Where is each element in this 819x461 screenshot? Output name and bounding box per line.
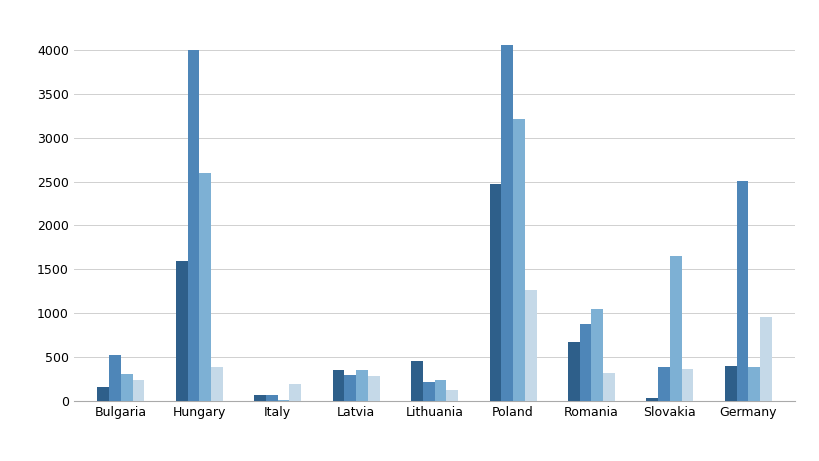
Bar (645, 397, 658, 401)
Bar (188, 50, 199, 401)
Bar (265, 395, 278, 401)
Bar (355, 370, 368, 401)
Bar (199, 173, 210, 401)
Bar (109, 355, 120, 401)
Bar (120, 374, 133, 401)
Bar (434, 380, 446, 401)
Bar (724, 366, 735, 401)
Bar (133, 380, 144, 401)
Bar (368, 376, 379, 401)
Bar (590, 309, 603, 401)
Bar (423, 382, 434, 401)
Bar (289, 384, 301, 401)
Bar (524, 290, 536, 401)
Bar (446, 390, 458, 401)
Bar (254, 395, 265, 401)
Bar (513, 119, 524, 401)
Bar (748, 367, 759, 401)
Bar (759, 317, 771, 401)
Bar (500, 45, 513, 401)
Bar (410, 361, 423, 401)
Bar (278, 400, 289, 401)
Bar (579, 324, 590, 401)
Bar (97, 387, 109, 401)
Bar (344, 375, 355, 401)
Bar (681, 369, 693, 401)
Bar (210, 367, 223, 401)
Bar (489, 184, 500, 401)
Bar (735, 181, 748, 401)
Bar (175, 260, 188, 401)
Bar (669, 256, 681, 401)
Bar (658, 367, 669, 401)
Bar (603, 373, 614, 401)
Bar (333, 370, 344, 401)
Bar (568, 342, 579, 401)
